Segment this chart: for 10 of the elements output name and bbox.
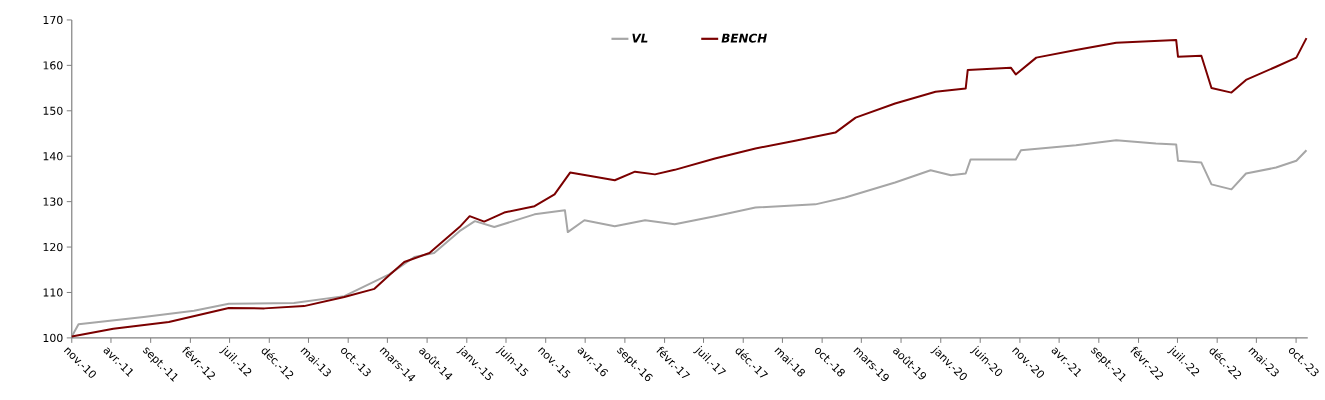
y-tick-label: 160 bbox=[43, 61, 63, 70]
y-tick-label: 110 bbox=[43, 288, 63, 297]
legend-label: BENCH bbox=[721, 33, 767, 43]
y-tick-label: 100 bbox=[43, 333, 63, 343]
y-tick-label: 150 bbox=[43, 106, 63, 116]
y-tick-label: 170 bbox=[43, 15, 63, 25]
y-tick-label: 140 bbox=[43, 152, 63, 161]
y-tick-label: 130 bbox=[43, 197, 63, 206]
y-tick-label: 120 bbox=[43, 243, 63, 252]
legend-label: VL bbox=[632, 33, 648, 43]
